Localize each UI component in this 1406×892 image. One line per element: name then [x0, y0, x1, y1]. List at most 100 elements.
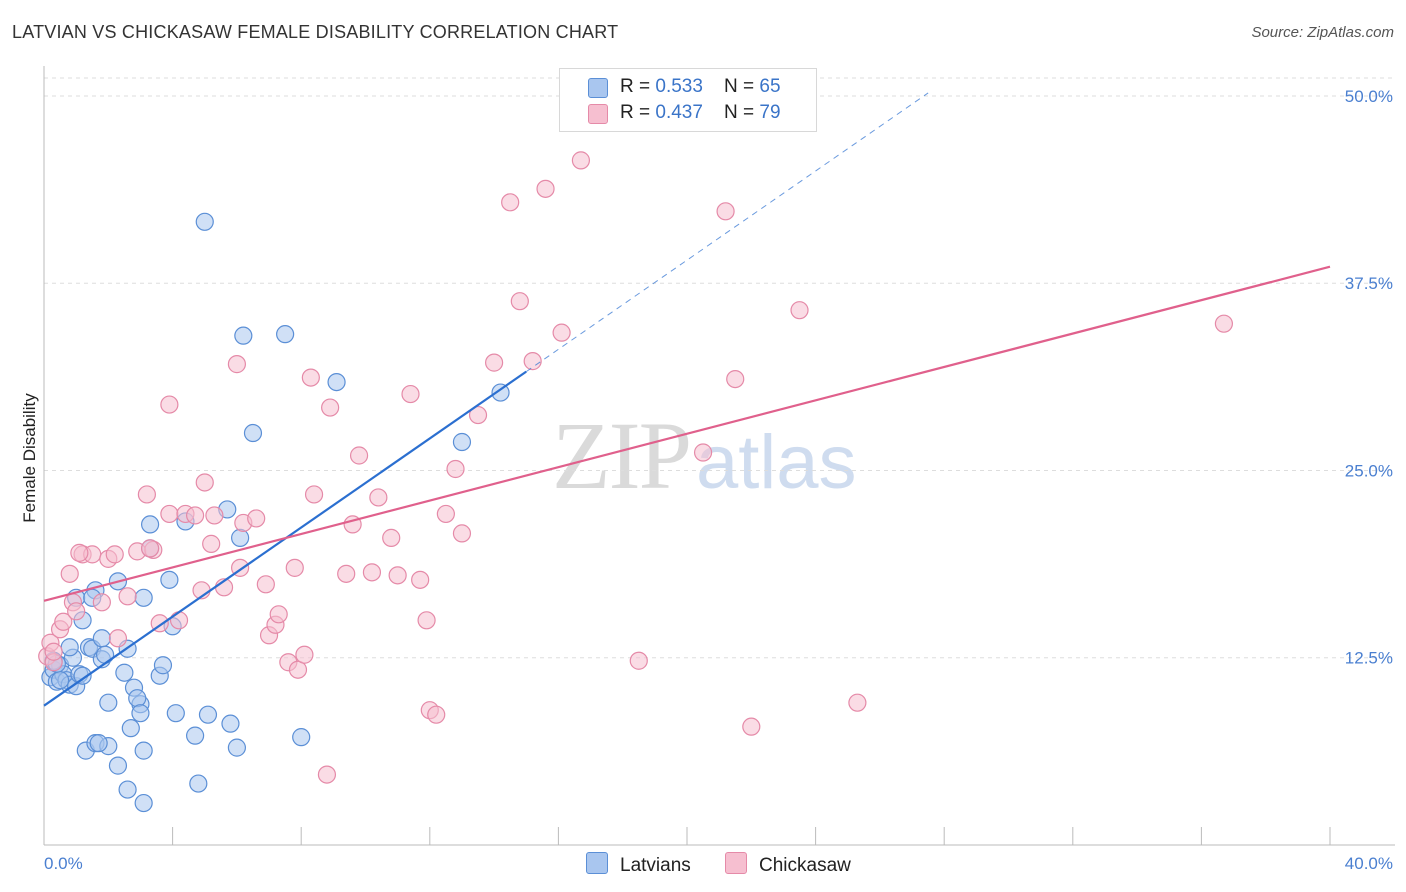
chickasaw-point: [317, 765, 337, 784]
latvians-point: [276, 325, 295, 344]
legend-item-chickasaw: Chickasaw: [725, 852, 851, 877]
latvians-point: [99, 693, 118, 712]
latvians-point: [221, 714, 240, 733]
chickasaw-point: [468, 405, 488, 425]
latvians-point: [131, 704, 150, 723]
latvians-point: [92, 629, 111, 648]
chickasaw-point: [552, 323, 571, 342]
legend-swatch-latvians: [588, 78, 608, 98]
chickasaw-point: [362, 563, 382, 582]
chickasaw-point: [256, 575, 275, 594]
latvians-point: [153, 656, 173, 675]
latvians-point: [60, 638, 79, 657]
latvians-point: [118, 780, 137, 799]
chickasaw-point: [105, 545, 124, 564]
chickasaw-point: [137, 485, 156, 504]
y-tick-label: 37.5%: [1345, 274, 1393, 293]
series-chickasaw: [38, 151, 1234, 784]
chickasaw-point: [501, 193, 520, 212]
latvians-point: [108, 756, 128, 775]
chickasaw-point: [118, 587, 137, 606]
chickasaw-point: [452, 524, 472, 543]
chickasaw-point: [693, 443, 713, 462]
latvians-point: [140, 515, 160, 534]
chickasaw-point: [202, 534, 221, 553]
latvians-point: [198, 705, 218, 724]
latvians-point: [128, 689, 147, 708]
chickasaw-point: [44, 642, 63, 661]
axis-labels: 12.5% 25.0% 37.5% 50.0% 0.0% 40.0%: [44, 87, 1393, 873]
latvians-point: [89, 734, 108, 753]
chickasaw-point: [288, 660, 308, 679]
chickasaw-point: [269, 605, 288, 624]
chickasaw-point: [848, 693, 867, 712]
correlation-legend: R = 0.533 N = 65 R = 0.437 N = 79: [559, 68, 817, 132]
y-tick-label: 25.0%: [1345, 461, 1393, 480]
chickasaw-point: [349, 446, 369, 465]
watermark: ZIPatlas: [552, 400, 857, 511]
chickasaw-point: [446, 459, 465, 479]
source-credit: Source: ZipAtlas.com: [1251, 24, 1394, 41]
chickasaw-point: [321, 398, 340, 417]
latvians-point: [160, 570, 179, 589]
latvians-point: [115, 663, 134, 682]
chickasaw-point: [140, 539, 160, 558]
latvians-point: [189, 774, 208, 793]
chickasaw-point: [195, 473, 214, 492]
latvians-point: [166, 704, 185, 723]
chickasaw-point: [1214, 314, 1234, 333]
chickasaw-point: [388, 566, 407, 585]
chickasaw-point: [337, 564, 356, 583]
latvians-point: [327, 372, 346, 392]
chickasaw-point: [790, 301, 809, 320]
x-tick-label: 0.0%: [44, 854, 83, 873]
chickasaw-point: [523, 352, 542, 371]
chickasaw-point: [436, 504, 455, 524]
chickasaw-point: [54, 612, 73, 631]
chickasaw-point: [227, 355, 246, 374]
chickasaw-point: [92, 593, 111, 612]
chickasaw-point: [247, 509, 266, 528]
chickasaw-point: [411, 570, 430, 589]
latvians-point: [243, 423, 263, 443]
chickasaw-point: [536, 179, 555, 198]
chickasaw-point: [186, 506, 205, 525]
chickasaw-point: [304, 485, 324, 504]
chickasaw-point: [485, 353, 504, 372]
latvians-point: [452, 432, 472, 452]
latvians-point: [134, 741, 153, 760]
legend-item-latvians: Latvians: [586, 852, 691, 877]
chickasaw-point: [285, 558, 304, 577]
legend-swatch-chickasaw-bottom: [725, 852, 747, 874]
latvians-point: [134, 793, 153, 813]
chickasaw-point: [60, 564, 79, 583]
chickasaw-point: [571, 151, 591, 170]
chickasaw-point: [742, 717, 761, 736]
watermark-atlas: atlas: [696, 420, 857, 505]
chickasaw-point: [301, 368, 320, 387]
legend-swatch-chickasaw: [588, 104, 608, 124]
chickasaw-point: [160, 395, 179, 414]
latvians-point: [134, 588, 153, 607]
chickasaw-point: [401, 384, 420, 404]
latvians-point: [195, 212, 214, 231]
latvians-point: [231, 528, 250, 547]
trend-lines: [43, 92, 1331, 707]
latvians-point: [491, 383, 510, 402]
latvians-point: [186, 726, 205, 745]
latvians-point: [50, 671, 70, 690]
chickasaw-point: [295, 645, 314, 664]
latvians-point: [292, 728, 311, 747]
chickasaw-point: [716, 202, 735, 221]
chickasaw-point: [510, 292, 529, 311]
chickasaw-point: [169, 611, 189, 630]
y-axis-title: Female Disability: [20, 393, 39, 523]
chickasaw-point: [70, 543, 89, 562]
y-tick-label: 12.5%: [1345, 649, 1393, 668]
y-tick-label: 50.0%: [1345, 87, 1393, 106]
axes: [43, 66, 1395, 846]
chickasaw-point: [726, 369, 745, 389]
chickasaw-point: [160, 504, 179, 524]
watermark-zip: ZIP: [552, 402, 692, 509]
